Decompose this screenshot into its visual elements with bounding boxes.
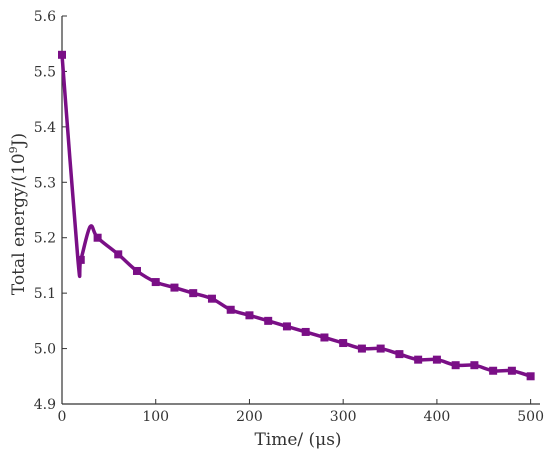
data-point-marker <box>93 233 102 242</box>
data-point-marker <box>320 333 329 342</box>
data-point-marker <box>357 344 366 353</box>
series-line <box>60 53 533 379</box>
y-axis-label-main: Total energy/(10 <box>9 153 29 295</box>
data-point-marker <box>189 289 198 298</box>
data-point-marker <box>432 355 441 364</box>
x-tick-label: 0 <box>58 409 67 425</box>
y-axis-label: Total energy/(109J) <box>7 133 29 295</box>
x-tick-label: 100 <box>142 409 169 425</box>
data-point-marker <box>58 50 66 59</box>
data-point-marker <box>301 327 310 336</box>
data-point-marker <box>526 372 535 381</box>
data-point-marker <box>414 355 423 364</box>
y-tick-label: 5.3 <box>34 175 56 191</box>
y-axis-label-superscript: 9 <box>7 146 20 153</box>
series-markers <box>58 50 535 381</box>
y-tick-label: 5.6 <box>34 9 56 25</box>
y-tick-label: 5.1 <box>34 286 56 302</box>
data-point-marker <box>470 361 479 370</box>
data-point-marker <box>114 250 123 259</box>
y-axis-label-tail: J) <box>9 133 29 148</box>
x-tick-label: 200 <box>236 409 263 425</box>
y-tick-label: 5.4 <box>34 120 56 136</box>
data-point-marker <box>507 366 516 375</box>
axes <box>61 16 540 405</box>
y-tick-label: 4.9 <box>34 397 56 413</box>
data-point-marker <box>151 278 160 287</box>
data-point-marker <box>76 255 85 264</box>
y-tick-label: 5.5 <box>34 64 56 80</box>
data-point-marker <box>376 344 385 353</box>
y-tick-label: 5.2 <box>34 231 56 247</box>
x-axis-label: Time/ (μs) <box>254 430 341 450</box>
x-tick-label: 400 <box>424 409 451 425</box>
data-point-marker <box>489 366 498 375</box>
x-tick-label: 500 <box>517 409 544 425</box>
data-point-marker <box>451 361 460 370</box>
data-point-marker <box>226 305 235 314</box>
data-point-marker <box>395 350 404 359</box>
data-point-marker <box>245 311 254 320</box>
data-point-marker <box>339 339 348 348</box>
x-tick-label: 300 <box>330 409 357 425</box>
y-axis-ticks: 4.9 5.0 5.1 5.2 5.3 5.4 5.5 5.6 <box>34 9 67 413</box>
data-point-marker <box>170 283 179 292</box>
data-point-marker <box>282 322 291 331</box>
data-point-marker <box>132 266 141 275</box>
x-axis-ticks: 0 100 200 300 400 500 <box>58 399 544 425</box>
data-point-marker <box>264 316 273 325</box>
data-point-marker <box>207 294 216 303</box>
y-tick-label: 5.0 <box>34 342 56 358</box>
